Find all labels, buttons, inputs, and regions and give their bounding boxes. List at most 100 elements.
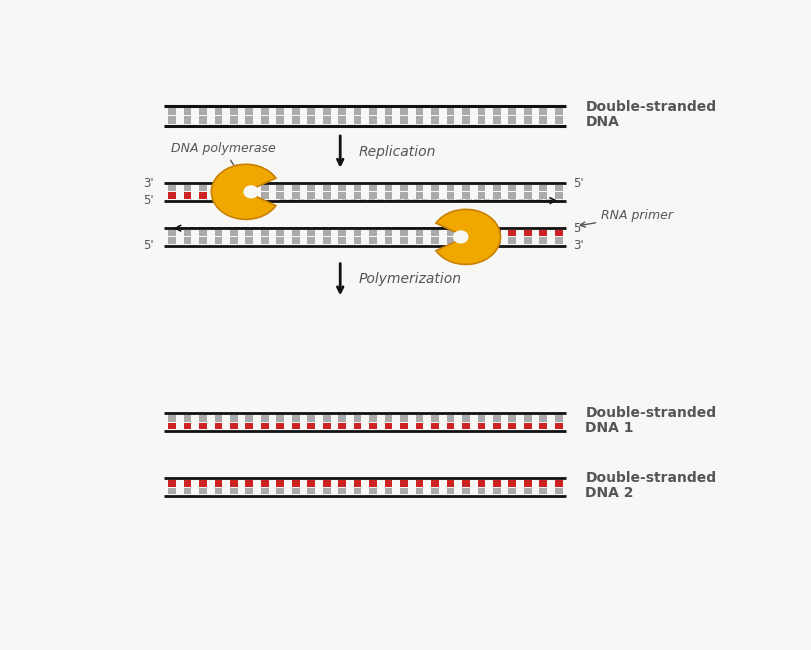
FancyBboxPatch shape	[524, 185, 532, 191]
FancyBboxPatch shape	[415, 422, 423, 429]
FancyBboxPatch shape	[323, 116, 331, 124]
FancyBboxPatch shape	[369, 488, 377, 494]
FancyBboxPatch shape	[431, 415, 439, 422]
FancyBboxPatch shape	[369, 107, 377, 115]
FancyBboxPatch shape	[400, 415, 408, 422]
FancyBboxPatch shape	[323, 107, 331, 115]
FancyBboxPatch shape	[524, 116, 532, 124]
FancyBboxPatch shape	[384, 415, 393, 422]
FancyBboxPatch shape	[508, 230, 517, 237]
FancyBboxPatch shape	[400, 422, 408, 429]
FancyBboxPatch shape	[462, 116, 470, 124]
FancyBboxPatch shape	[183, 116, 191, 124]
FancyBboxPatch shape	[183, 185, 191, 191]
Text: 5': 5'	[144, 194, 154, 207]
FancyBboxPatch shape	[415, 192, 423, 199]
FancyBboxPatch shape	[493, 422, 500, 429]
FancyBboxPatch shape	[277, 185, 284, 191]
FancyBboxPatch shape	[183, 230, 191, 237]
FancyBboxPatch shape	[307, 415, 315, 422]
FancyBboxPatch shape	[168, 415, 176, 422]
FancyBboxPatch shape	[214, 480, 222, 487]
Text: DNA: DNA	[586, 114, 620, 129]
FancyBboxPatch shape	[431, 230, 439, 237]
Wedge shape	[212, 164, 276, 220]
FancyBboxPatch shape	[447, 422, 454, 429]
FancyBboxPatch shape	[462, 415, 470, 422]
FancyBboxPatch shape	[214, 422, 222, 429]
FancyBboxPatch shape	[230, 192, 238, 199]
FancyBboxPatch shape	[168, 116, 176, 124]
FancyBboxPatch shape	[400, 116, 408, 124]
FancyBboxPatch shape	[384, 107, 393, 115]
FancyBboxPatch shape	[354, 230, 362, 237]
FancyBboxPatch shape	[539, 237, 547, 244]
FancyBboxPatch shape	[369, 237, 377, 244]
FancyBboxPatch shape	[246, 488, 253, 494]
FancyBboxPatch shape	[323, 192, 331, 199]
FancyBboxPatch shape	[462, 237, 470, 244]
Ellipse shape	[243, 185, 259, 198]
FancyBboxPatch shape	[447, 116, 454, 124]
FancyBboxPatch shape	[214, 192, 222, 199]
FancyBboxPatch shape	[277, 237, 284, 244]
FancyBboxPatch shape	[369, 415, 377, 422]
FancyBboxPatch shape	[555, 480, 563, 487]
FancyBboxPatch shape	[261, 107, 268, 115]
Text: 5': 5'	[144, 239, 154, 252]
FancyBboxPatch shape	[462, 488, 470, 494]
FancyBboxPatch shape	[493, 488, 500, 494]
FancyBboxPatch shape	[384, 116, 393, 124]
FancyBboxPatch shape	[508, 237, 517, 244]
FancyBboxPatch shape	[168, 107, 176, 115]
FancyBboxPatch shape	[292, 415, 299, 422]
FancyBboxPatch shape	[555, 415, 563, 422]
Text: DNA polymerase: DNA polymerase	[170, 142, 275, 170]
FancyBboxPatch shape	[447, 107, 454, 115]
FancyBboxPatch shape	[168, 230, 176, 237]
FancyBboxPatch shape	[354, 422, 362, 429]
FancyBboxPatch shape	[230, 480, 238, 487]
FancyBboxPatch shape	[307, 116, 315, 124]
Text: DNA 1: DNA 1	[586, 421, 634, 435]
FancyBboxPatch shape	[508, 107, 517, 115]
FancyBboxPatch shape	[524, 237, 532, 244]
FancyBboxPatch shape	[462, 422, 470, 429]
FancyBboxPatch shape	[168, 422, 176, 429]
FancyBboxPatch shape	[292, 185, 299, 191]
FancyBboxPatch shape	[261, 480, 268, 487]
FancyBboxPatch shape	[508, 185, 517, 191]
FancyBboxPatch shape	[199, 230, 207, 237]
FancyBboxPatch shape	[369, 422, 377, 429]
FancyBboxPatch shape	[539, 422, 547, 429]
FancyBboxPatch shape	[183, 237, 191, 244]
Text: 5': 5'	[573, 177, 583, 190]
FancyBboxPatch shape	[277, 415, 284, 422]
FancyBboxPatch shape	[431, 488, 439, 494]
FancyBboxPatch shape	[199, 488, 207, 494]
FancyBboxPatch shape	[384, 480, 393, 487]
FancyBboxPatch shape	[354, 480, 362, 487]
Text: 3': 3'	[144, 177, 154, 190]
FancyBboxPatch shape	[261, 192, 268, 199]
FancyBboxPatch shape	[524, 415, 532, 422]
FancyBboxPatch shape	[462, 185, 470, 191]
FancyBboxPatch shape	[369, 480, 377, 487]
FancyBboxPatch shape	[323, 488, 331, 494]
FancyBboxPatch shape	[277, 480, 284, 487]
FancyBboxPatch shape	[292, 237, 299, 244]
FancyBboxPatch shape	[183, 480, 191, 487]
FancyBboxPatch shape	[508, 480, 517, 487]
FancyBboxPatch shape	[555, 192, 563, 199]
FancyBboxPatch shape	[478, 107, 485, 115]
FancyBboxPatch shape	[462, 480, 470, 487]
FancyBboxPatch shape	[447, 488, 454, 494]
FancyBboxPatch shape	[400, 237, 408, 244]
FancyBboxPatch shape	[508, 192, 517, 199]
FancyBboxPatch shape	[400, 185, 408, 191]
FancyBboxPatch shape	[539, 415, 547, 422]
FancyBboxPatch shape	[168, 237, 176, 244]
FancyBboxPatch shape	[183, 422, 191, 429]
FancyBboxPatch shape	[168, 192, 176, 199]
Ellipse shape	[453, 230, 469, 244]
